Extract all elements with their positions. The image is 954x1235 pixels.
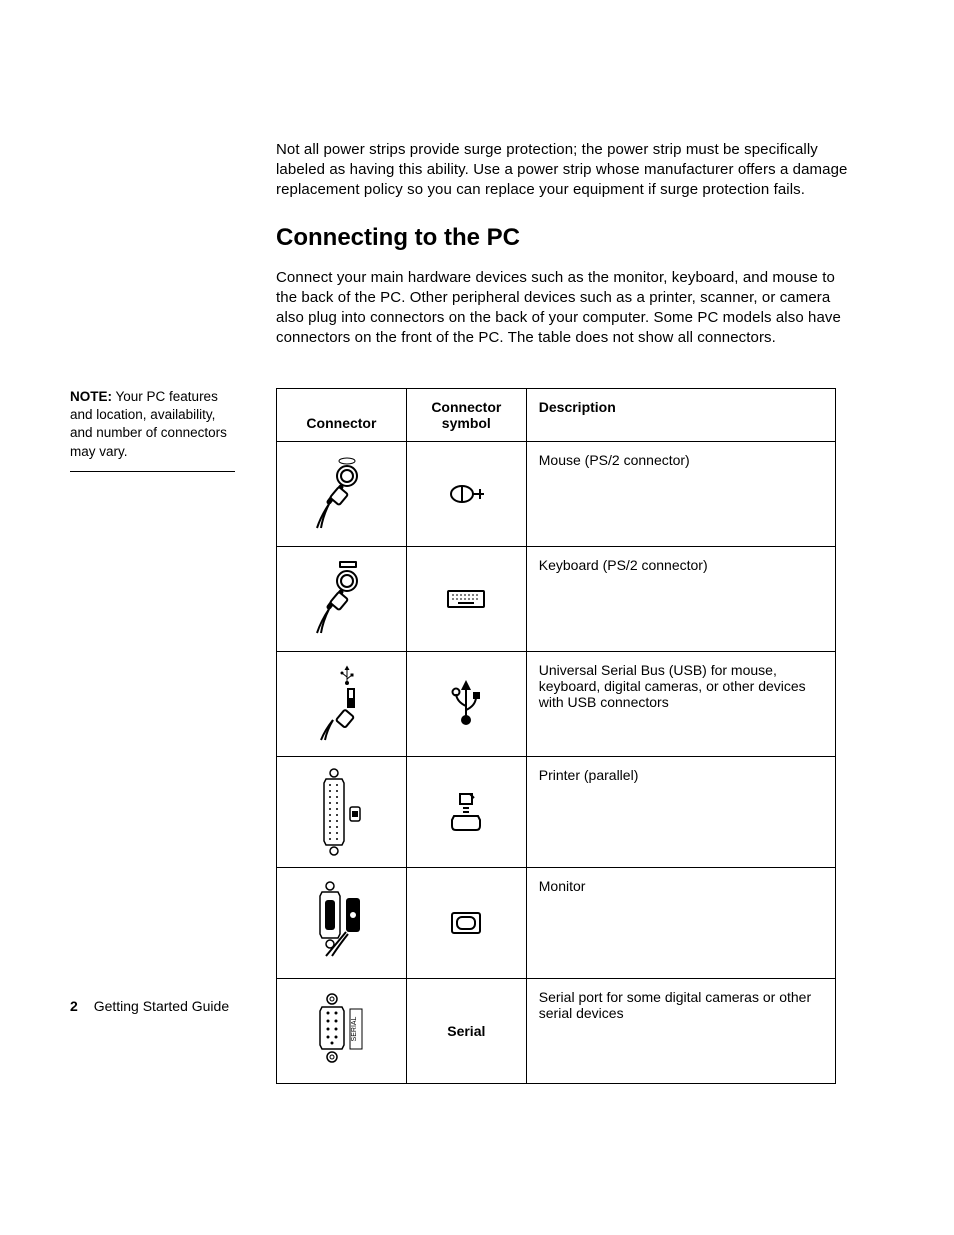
connector-cell [277,546,407,651]
table-row: Mouse (PS/2 connector) [277,441,836,546]
svg-text:SERIAL: SERIAL [351,1016,358,1041]
printer-symbol-icon [446,790,486,834]
description-cell: Keyboard (PS/2 connector) [526,546,835,651]
connector-table: Connector Connector symbol Description [276,388,836,1084]
connector-cell: SERIAL [277,978,407,1083]
footer-title: Getting Started Guide [94,998,229,1014]
connector-cell [277,756,407,867]
table-row: Printer (parallel) [277,756,836,867]
serial-symbol-text: Serial [447,1023,485,1039]
th-description: Description [526,388,835,441]
symbol-cell [406,546,526,651]
connector-cell [277,651,407,756]
mouse-ps2-port-icon [311,454,371,534]
description-cell: Mouse (PS/2 connector) [526,441,835,546]
symbol-cell [406,867,526,978]
description-cell: Serial port for some digital cameras or … [526,978,835,1083]
sidebar-note: NOTE: Your PC features and location, ava… [70,388,235,472]
page-number: 2 [70,998,78,1014]
connector-cell [277,441,407,546]
monitor-symbol-icon [448,909,484,937]
symbol-cell [406,651,526,756]
table-row: Monitor [277,867,836,978]
parallel-port-icon [306,767,376,857]
table-header-row: Connector Connector symbol Description [277,388,836,441]
vga-port-icon [306,878,376,968]
serial-port-icon: SERIAL [306,991,376,1071]
connector-cell [277,867,407,978]
table-row: Universal Serial Bus (USB) for mouse, ke… [277,651,836,756]
page: Not all power strips provide surge prote… [0,0,954,1134]
th-symbol: Connector symbol [406,388,526,441]
symbol-cell [406,441,526,546]
note-label: NOTE: [70,389,112,404]
symbol-cell [406,756,526,867]
symbol-cell: Serial [406,978,526,1083]
table-row: Keyboard (PS/2 connector) [277,546,836,651]
keyboard-ps2-port-icon [311,559,371,639]
description-cell: Monitor [526,867,835,978]
th-connector: Connector [277,388,407,441]
intro-paragraph: Not all power strips provide surge prote… [276,140,859,200]
description-cell: Printer (parallel) [526,756,835,867]
description-cell: Universal Serial Bus (USB) for mouse, ke… [526,651,835,756]
usb-trident-symbol-icon [449,680,483,728]
section-heading: Connecting to the PC [276,224,859,252]
connector-table-wrap: Connector Connector symbol Description [276,388,859,1084]
body-paragraph: Connect your main hardware devices such … [276,268,859,348]
page-footer: 2 Getting Started Guide [70,998,229,1014]
mouse-symbol-icon [444,479,488,509]
table-row: SERIAL Serial Serial port for some digit… [277,978,836,1083]
keyboard-symbol-icon [444,587,488,611]
usb-port-icon [311,664,371,744]
